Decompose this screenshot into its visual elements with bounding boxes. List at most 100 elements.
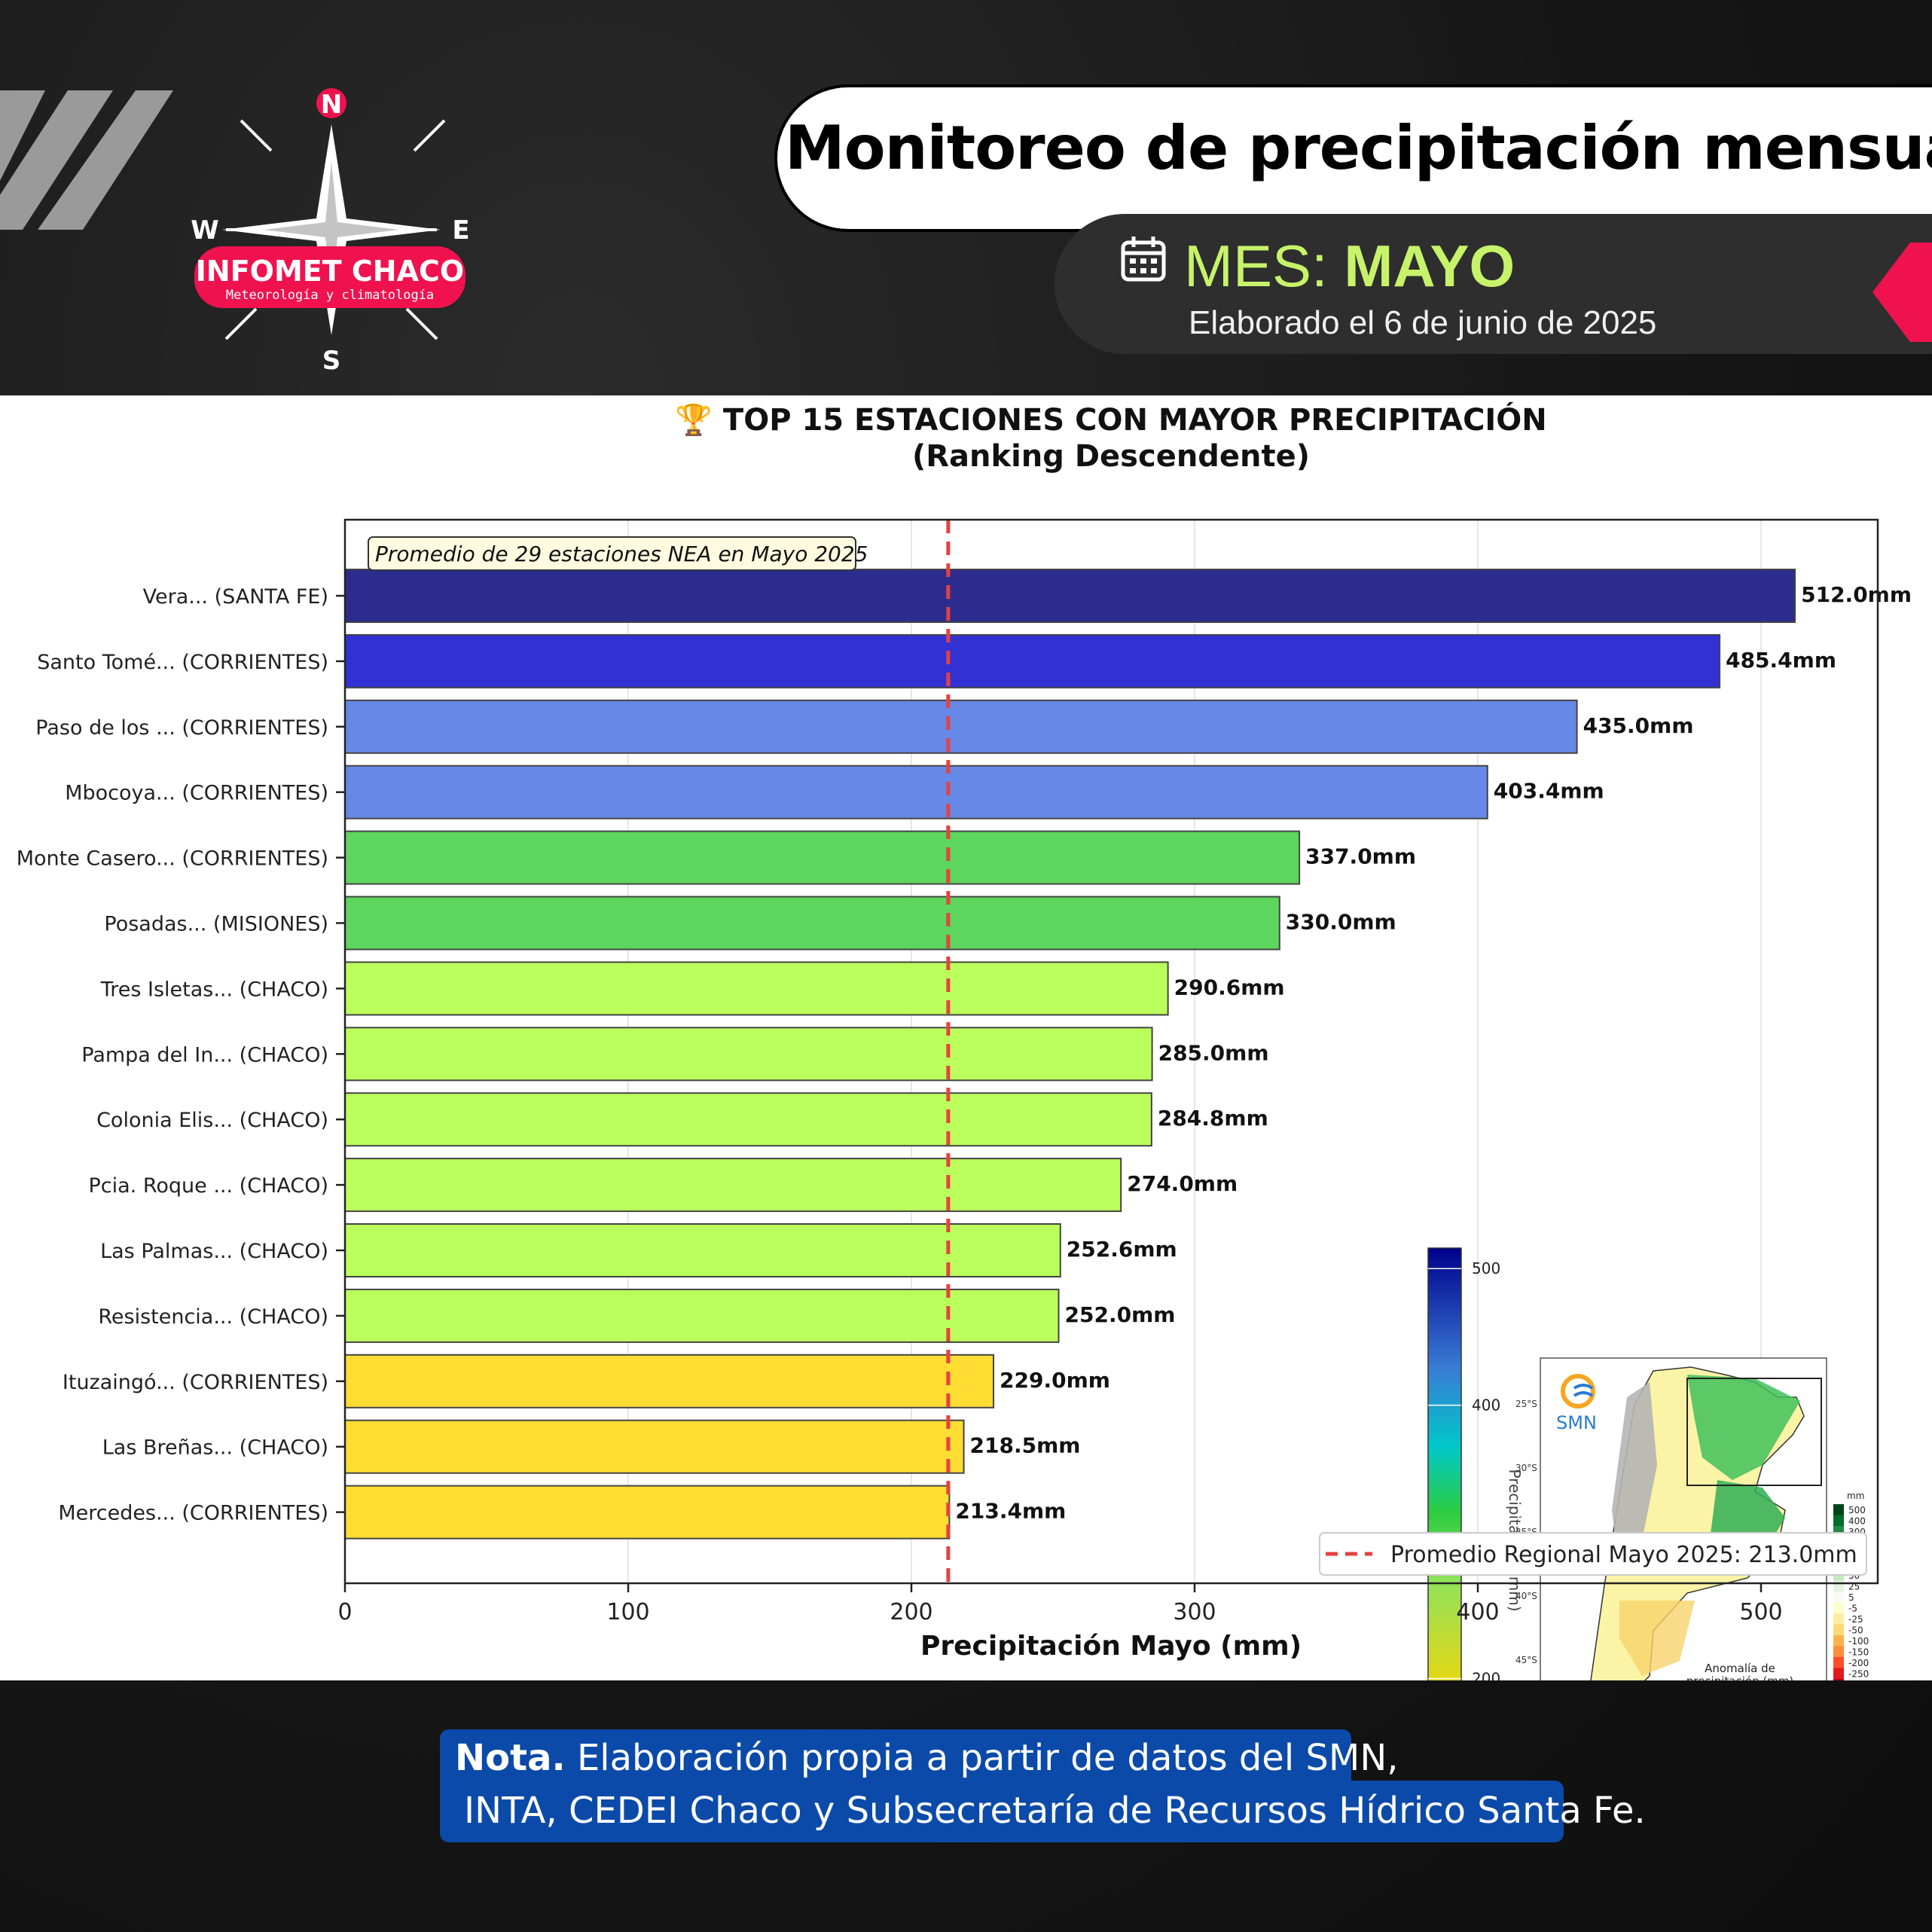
- plot-frame: [343, 518, 1879, 1585]
- x-axis-label: Precipitación Mayo (mm): [920, 1631, 1302, 1662]
- bar: [344, 1092, 1152, 1147]
- map-anomaly-wet-north: [1687, 1375, 1800, 1480]
- map-legend-swatch: [1833, 1635, 1844, 1647]
- decorative-arrow: [1872, 243, 1932, 342]
- bar-value-label: 290.6mm: [1174, 975, 1285, 1000]
- y-tick-label: Paso de los ... (CORRIENTES): [35, 716, 328, 740]
- bar: [344, 896, 1280, 951]
- colorbar-tick-label: 200: [1472, 1670, 1500, 1680]
- bar-chart: 🏆 TOP 15 ESTACIONES CON MAYOR PRECIPITAC…: [17, 401, 1912, 1680]
- map-legend-label: -150: [1848, 1647, 1869, 1658]
- bar: [344, 1485, 951, 1540]
- legend-label: Promedio Regional Mayo 2025: 213.0mm: [1390, 1542, 1857, 1568]
- bar-value-label: 213.4mm: [955, 1499, 1066, 1524]
- x-tick-label: 500: [1739, 1599, 1782, 1625]
- annotation-text: Promedio de 29 estaciones NEA en Mayo 20…: [375, 542, 868, 566]
- bar: [344, 1027, 1153, 1082]
- calendar-icon: [1121, 237, 1166, 282]
- bar-value-label: 512.0mm: [1801, 582, 1912, 607]
- map-legend-swatch: [1833, 1580, 1844, 1592]
- bar-value-label: 284.8mm: [1158, 1106, 1268, 1131]
- chart-title: 🏆 TOP 15 ESTACIONES CON MAYOR PRECIPITAC…: [675, 401, 1547, 438]
- compass-e: E: [452, 215, 469, 246]
- map-andes: [1612, 1382, 1657, 1570]
- y-tick-label: Colonia Elis... (CHACO): [96, 1109, 328, 1132]
- month-label: MES: MAYO: [1184, 233, 1515, 299]
- logo-subtext: Meteorología y climatología: [226, 288, 434, 303]
- page-title: Monitoreo de precipitación mensual: [785, 113, 1932, 183]
- x-tick-label: 400: [1456, 1599, 1499, 1625]
- chart-panel: 🏆 TOP 15 ESTACIONES CON MAYOR PRECIPITAC…: [0, 395, 1932, 1680]
- map-legend-label: -50: [1848, 1625, 1863, 1636]
- bar-value-label: 218.5mm: [970, 1433, 1081, 1458]
- colorbar-tick-label: 500: [1472, 1259, 1500, 1277]
- bar: [344, 1223, 1061, 1277]
- note-bold: Nota.: [455, 1737, 566, 1779]
- map-legend-swatch: [1833, 1679, 1844, 1680]
- y-tick-label: Vera... (SANTA FE): [143, 585, 328, 609]
- month-pill: [1055, 214, 1932, 354]
- inset-anomaly-map: 100200300400500Precipitación (mm)SMN25°S…: [1427, 1247, 1869, 1680]
- y-tick-label: Las Palmas... (CHACO): [100, 1240, 328, 1263]
- x-tick-label: 200: [890, 1599, 932, 1625]
- map-title-2: precipitación (mm): [1686, 1674, 1794, 1680]
- smn-logo-icon: [1561, 1374, 1595, 1409]
- x-tick-label: 100: [606, 1599, 649, 1625]
- map-legend-label: -5: [1848, 1604, 1857, 1614]
- compass-s: S: [322, 346, 341, 376]
- y-tick-label: Resistencia... (CHACO): [98, 1305, 328, 1329]
- bar: [344, 633, 1721, 688]
- y-tick-label: Santo Tomé... (CORRIENTES): [37, 651, 328, 674]
- elaboration-date: Elaborado el 6 de junio de 2025: [1189, 304, 1657, 341]
- y-tick-label: Ituzaingó... (CORRIENTES): [63, 1371, 328, 1394]
- y-tick-label: Pampa del In... (CHACO): [81, 1043, 328, 1067]
- map-legend-label: 400: [1848, 1516, 1866, 1527]
- map-legend-swatch: [1833, 1613, 1844, 1625]
- y-tick-label: Mbocoya... (CORRIENTES): [65, 782, 328, 805]
- bar: [344, 1354, 995, 1409]
- y-tick-label: Tres Isletas... (CHACO): [100, 978, 328, 1001]
- note-line-2: INTA, CEDEI Chaco y Subsecretaría de Rec…: [464, 1790, 1646, 1832]
- chart-legend: Promedio Regional Mayo 2025: 213.0mm: [1319, 1532, 1867, 1576]
- compass-n: N: [321, 90, 342, 120]
- map-legend-swatch: [1833, 1592, 1844, 1603]
- bar-value-label: 252.6mm: [1067, 1237, 1177, 1262]
- map-legend-unit: mm: [1847, 1491, 1864, 1501]
- map-legend-swatch: [1833, 1504, 1844, 1515]
- title-pill: [774, 84, 1932, 232]
- annotation-box: Promedio de 29 estaciones NEA en Mayo 20…: [368, 536, 868, 571]
- note-line-1: Nota. Elaboración propia a partir de dat…: [455, 1737, 1399, 1779]
- bar-value-label: 274.0mm: [1127, 1171, 1238, 1196]
- bar-value-label: 330.0mm: [1286, 910, 1396, 935]
- x-tick-label: 300: [1173, 1599, 1216, 1625]
- compass-w: W: [191, 215, 219, 246]
- y-tick-label: Monte Casero... (CORRIENTES): [17, 847, 328, 871]
- smn-brand: SMN: [1556, 1412, 1597, 1433]
- month-value: MAYO: [1344, 233, 1515, 299]
- bar: [344, 830, 1301, 885]
- logo-text: INFOMET CHACO: [196, 255, 464, 288]
- map-legend-label: -100: [1848, 1636, 1869, 1647]
- map-lat-label: 30°S: [1515, 1463, 1537, 1473]
- y-tick-label: Posadas... (MISIONES): [104, 913, 328, 936]
- x-tick-label: 0: [337, 1599, 352, 1625]
- y-tick-label: Mercedes... (CORRIENTES): [58, 1502, 328, 1525]
- map-legend-label: 5: [1848, 1592, 1854, 1603]
- map-title-1: Anomalía de: [1705, 1662, 1775, 1675]
- y-tick-label: Pcia. Roque ... (CHACO): [88, 1174, 328, 1198]
- map-legend-swatch: [1833, 1602, 1844, 1613]
- map-legend-swatch: [1833, 1515, 1844, 1526]
- bar-value-label: 337.0mm: [1305, 844, 1416, 869]
- map-nea-box: [1686, 1378, 1822, 1486]
- infomet-logo: N W E S INFOMET CHACO Meteorología y cli…: [191, 88, 470, 376]
- smn-wave-icon: [1573, 1384, 1594, 1397]
- map-legend-swatch: [1833, 1624, 1844, 1635]
- bar: [344, 1288, 1060, 1343]
- bar: [344, 1419, 965, 1474]
- map-legend-label: -25: [1848, 1614, 1863, 1625]
- map-anomaly-dry: [1619, 1601, 1695, 1676]
- map-legend-label: -200: [1848, 1658, 1869, 1668]
- y-tick-label: Las Breñas... (CHACO): [102, 1436, 328, 1460]
- map-legend-swatch: [1833, 1668, 1844, 1679]
- map-legend-label: -250: [1848, 1669, 1869, 1680]
